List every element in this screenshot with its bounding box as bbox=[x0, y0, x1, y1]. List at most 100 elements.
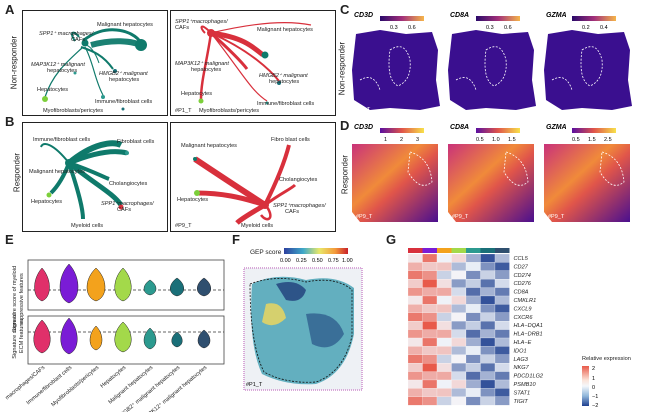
g-heat-cell bbox=[436, 304, 452, 313]
a-right-hepatocytes-label: Hepatocytes bbox=[181, 91, 212, 97]
g-heat-cell bbox=[407, 329, 423, 339]
e-category-label: Hepatocytes bbox=[100, 365, 128, 390]
e-violin-bottom bbox=[171, 331, 183, 348]
c-tick-cd8a-2: 0.6 bbox=[504, 25, 512, 31]
a-left-myofib-label: Myofibroblasts/pericytes bbox=[43, 108, 103, 114]
f-tick-1: 0.25 bbox=[296, 258, 307, 264]
g-heat-cell bbox=[494, 396, 510, 406]
g-heat-cell bbox=[422, 270, 438, 280]
f-sample-label: #P1_T bbox=[246, 382, 263, 388]
a-left-hepatocytes-label: Hepatocytes bbox=[37, 87, 68, 93]
g-heat-cell bbox=[494, 354, 510, 364]
a-left-spp1-label-1: SPP1⁺ macrophages/ bbox=[39, 31, 95, 37]
g-heat-cell bbox=[436, 396, 452, 406]
g-heat-cell bbox=[465, 329, 481, 339]
d-tick-gzma-1: 0.5 bbox=[572, 137, 580, 143]
g-gene-label: CD27 bbox=[514, 264, 529, 270]
d-map-cd3d: CD3D 1 2 3 #P9_T bbox=[352, 124, 438, 222]
panel-label-d: D bbox=[340, 118, 350, 133]
g-heat-cell bbox=[436, 346, 452, 355]
g-gene-label: CXCR6 bbox=[514, 315, 534, 321]
g-heat-cell bbox=[480, 253, 496, 263]
g-heat-cell bbox=[407, 354, 423, 364]
g-heat-cell bbox=[407, 346, 423, 355]
panel-b-left-network: Immune/fibroblast cells Fibroblast cells… bbox=[29, 137, 155, 229]
e-violin-top bbox=[143, 279, 157, 296]
g-gene-label: CD274 bbox=[514, 273, 531, 279]
g-heat-cell bbox=[422, 396, 438, 406]
g-heat-cell bbox=[480, 279, 496, 288]
g-heat-cell bbox=[480, 329, 496, 339]
g-gene-label: IDO1 bbox=[514, 348, 527, 354]
f-tick-0: 0.00 bbox=[280, 258, 291, 264]
g-heat-cell bbox=[494, 253, 510, 263]
g-heat-cell bbox=[451, 253, 467, 263]
g-heat-cell bbox=[422, 262, 438, 271]
a-right-spp1-label-2: CAFs bbox=[175, 25, 189, 31]
d-tick-cd3d-2: 2 bbox=[400, 137, 403, 143]
panel-label-b: B bbox=[5, 114, 15, 129]
g-gene-label: PSMB10 bbox=[514, 382, 537, 388]
g-heat-cell bbox=[422, 287, 438, 297]
g-heat-cell bbox=[451, 371, 467, 381]
e-violin-bottom bbox=[60, 317, 78, 355]
f-tick-2: 0.50 bbox=[312, 258, 323, 264]
panel-label-e: E bbox=[5, 232, 14, 247]
b-left-spp1-label-2: CAFs bbox=[117, 207, 131, 213]
g-gene-label: TIGIT bbox=[514, 399, 529, 405]
g-heat-cell bbox=[436, 337, 452, 347]
g-heat-cell bbox=[407, 321, 423, 330]
g-gene-label: HLA−E bbox=[514, 340, 532, 346]
g-heat-cell bbox=[407, 287, 423, 297]
g-heat-cell bbox=[407, 279, 423, 288]
a-left-hmgb2-label-1: HMGB2⁺ malignant bbox=[99, 71, 148, 77]
panel-c: CD3D 0.3 0.6 #P1_T CD8A 0.3 0.6 GZMA 0.2… bbox=[350, 10, 642, 114]
g-heat-cell bbox=[436, 354, 452, 364]
g-legend-bar bbox=[582, 366, 589, 406]
e-violin-top bbox=[197, 277, 211, 297]
g-gene-label: LAG3 bbox=[514, 357, 529, 363]
g-gene-label: CD8A bbox=[514, 290, 529, 296]
g-heat-cell bbox=[494, 287, 510, 297]
g-heat-cell bbox=[407, 262, 423, 271]
g-heat-cell bbox=[422, 279, 438, 288]
b-left-cholangio-label: Cholangiocytes bbox=[109, 181, 147, 187]
g-legend-tick-0: 2 bbox=[592, 366, 595, 372]
g-heat-cell bbox=[436, 363, 452, 372]
g-heat-cell bbox=[480, 262, 496, 271]
e-violin-top bbox=[114, 267, 132, 302]
g-header-cell bbox=[495, 248, 510, 253]
panel-label-c: C bbox=[340, 2, 350, 17]
b-right-fibro-label: Fibro blast cells bbox=[271, 137, 310, 143]
d-gene-cd3d: CD3D bbox=[354, 124, 373, 131]
b-left-hepatocytes-label: Hepatocytes bbox=[31, 199, 62, 205]
g-heat-cell bbox=[494, 329, 510, 339]
g-heat-cell bbox=[480, 388, 496, 397]
g-heat-cell bbox=[451, 346, 467, 355]
g-heat-cell bbox=[436, 321, 452, 330]
g-heat-cell bbox=[422, 312, 438, 322]
panel-label-f: F bbox=[232, 232, 240, 247]
panel-b-left-frame: Immune/fibroblast cells Fibroblast cells… bbox=[22, 122, 168, 232]
g-heat-cell bbox=[407, 337, 423, 347]
g-gene-label: CMKLR1 bbox=[514, 298, 537, 304]
row-label-responder-b: Responder bbox=[12, 152, 22, 193]
a-right-hmgb2-label-1: HMGB2⁺ malignant bbox=[259, 73, 308, 79]
d-sample-gzma: #P9_T bbox=[548, 214, 565, 220]
g-heat-cell bbox=[436, 312, 452, 322]
g-heat-cell bbox=[407, 295, 423, 305]
g-heat-cell bbox=[422, 337, 438, 347]
panel-g: CCL5 CD27 CD274 CD276 CD8A CMKLR1 CXCL9 CXCR6 HL… bbox=[400, 244, 650, 412]
g-heat-cell bbox=[494, 270, 510, 280]
panel-d: CD3D 1 2 3 #P9_T CD8A 0.5 1.0 1.5 #P9_T … bbox=[350, 122, 642, 228]
e-violin-bottom bbox=[143, 327, 157, 350]
g-header-cell bbox=[422, 248, 437, 253]
g-heat-cell bbox=[480, 346, 496, 355]
g-heat-cell bbox=[451, 363, 467, 372]
g-legend-tick-4: −2 bbox=[592, 403, 598, 409]
c-tick-cd8a-1: 0.3 bbox=[486, 25, 494, 31]
b-right-spp1-label-1: SPP1⁺macrophages/ bbox=[273, 203, 327, 209]
g-heat-cell bbox=[407, 396, 423, 406]
d-map-cd8a: CD8A 0.5 1.0 1.5 #P9_T bbox=[448, 124, 534, 222]
b-left-fibro-label: Fibroblast cells bbox=[117, 139, 155, 145]
